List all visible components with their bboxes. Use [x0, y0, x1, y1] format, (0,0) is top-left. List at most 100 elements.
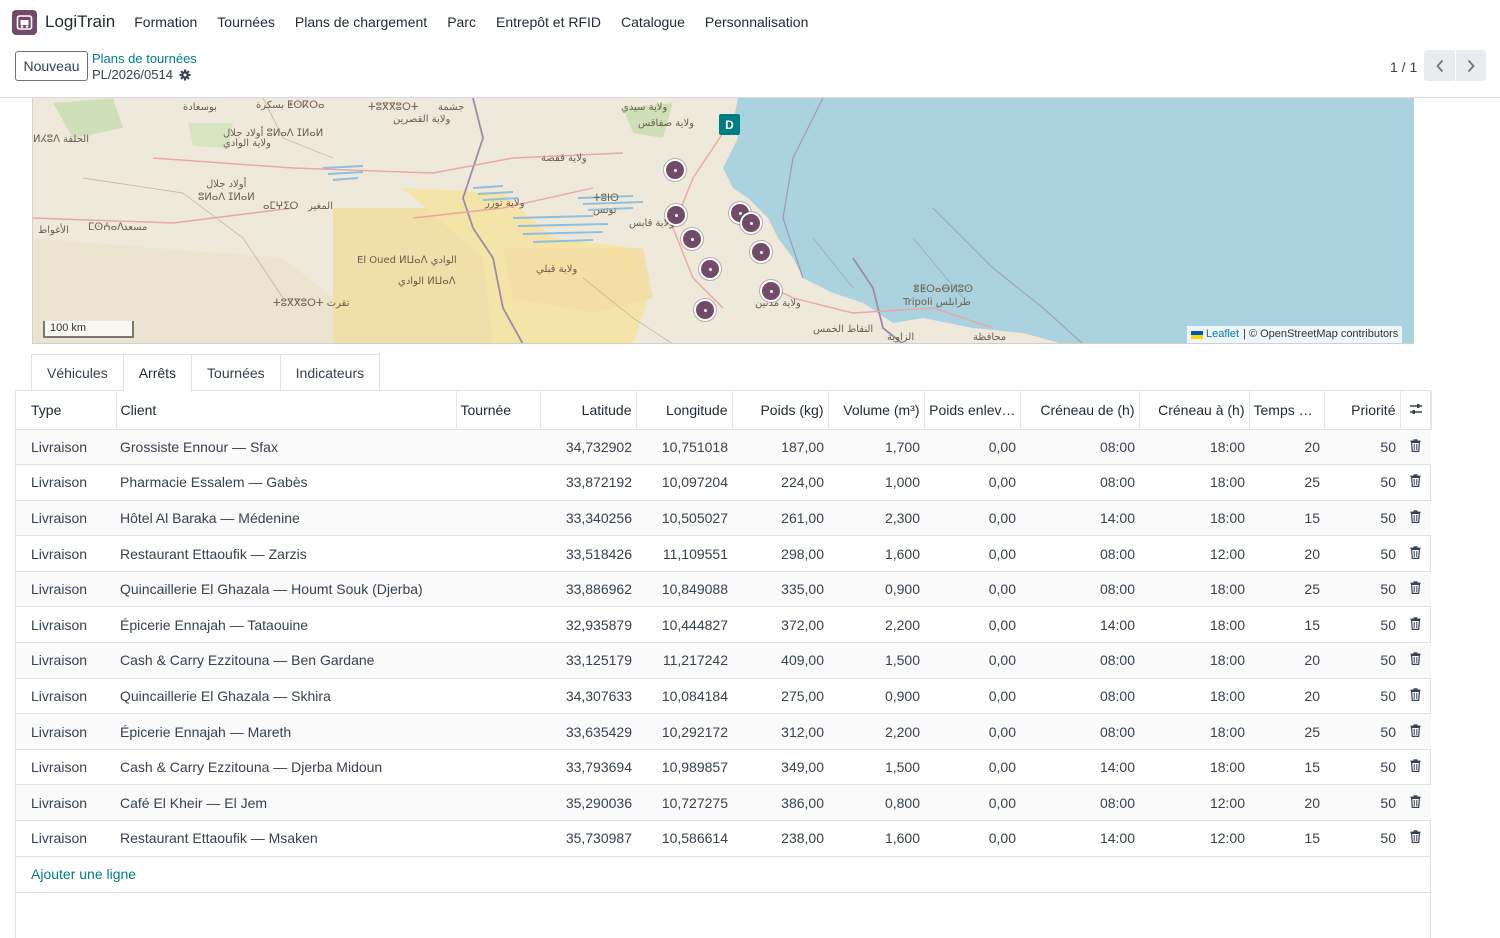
pager-next-button[interactable]: [1455, 50, 1486, 81]
cell-volume[interactable]: 1,500: [828, 642, 924, 679]
cell-client[interactable]: Café El Kheir — El Jem: [116, 784, 456, 822]
cell-longitude[interactable]: 10,989857: [636, 749, 732, 786]
cell-creneau-de[interactable]: 14:00: [1020, 500, 1139, 537]
column-header-poids-enleve[interactable]: Poids enlev…: [924, 391, 1021, 430]
cell-type[interactable]: Livraison: [16, 678, 116, 715]
cell-client[interactable]: Pharmacie Essalem — Gabès: [116, 464, 456, 501]
cell-volume[interactable]: 0,800: [828, 784, 924, 822]
cell-tournee[interactable]: [456, 642, 540, 679]
table-row[interactable]: Livraison Hôtel Al Baraka — Médenine 33,34…: [16, 500, 1431, 537]
cell-creneau-a[interactable]: 18:00: [1139, 464, 1249, 501]
cell-priorite[interactable]: 50: [1324, 820, 1400, 857]
stop-marker[interactable]: [681, 228, 703, 250]
cell-poids[interactable]: 349,00: [732, 749, 828, 786]
cell-volume[interactable]: 1,000: [828, 464, 924, 501]
cell-volume[interactable]: 0,900: [828, 571, 924, 608]
cell-volume[interactable]: 2,300: [828, 500, 924, 537]
cell-temps[interactable]: 15: [1249, 606, 1324, 644]
column-header-temps[interactable]: Temps d…: [1249, 391, 1325, 430]
cell-creneau-a[interactable]: 12:00: [1139, 535, 1249, 572]
cell-priorite[interactable]: 50: [1324, 749, 1400, 786]
cell-latitude[interactable]: 33,518426: [540, 535, 636, 572]
cell-poids-enleve[interactable]: 0,00: [924, 464, 1020, 501]
cell-creneau-de[interactable]: 08:00: [1020, 535, 1139, 572]
cell-temps[interactable]: 25: [1249, 713, 1324, 750]
nav-plans-de-chargement[interactable]: Plans de chargement: [294, 14, 428, 30]
cell-creneau-a[interactable]: 18:00: [1139, 606, 1249, 644]
route-map[interactable]: ولاية سيدي ولاية صفاقس بسكرة ⵟⵙⴽⵔⴰ ولاية…: [32, 98, 1414, 344]
cell-creneau-a[interactable]: 18:00: [1139, 713, 1249, 750]
cell-temps[interactable]: 15: [1249, 820, 1324, 857]
trash-icon[interactable]: [1400, 464, 1431, 501]
cell-longitude[interactable]: 10,849088: [636, 571, 732, 608]
truck-icon[interactable]: [12, 9, 37, 35]
cell-latitude[interactable]: 33,340256: [540, 500, 636, 537]
cell-type[interactable]: Livraison: [16, 606, 116, 644]
table-row[interactable]: Livraison Grossiste Ennour — Sfax 34,73290…: [16, 429, 1431, 466]
table-row[interactable]: Livraison Épicerie Ennajah — Mareth 33,635…: [16, 713, 1431, 750]
cell-latitude[interactable]: 33,125179: [540, 642, 636, 679]
cell-priorite[interactable]: 50: [1324, 642, 1400, 679]
cell-volume[interactable]: 2,200: [828, 606, 924, 644]
table-row[interactable]: Livraison Restaurant Ettaoufik — Zarzis 33…: [16, 535, 1431, 572]
cell-temps[interactable]: 25: [1249, 571, 1324, 608]
cell-poids[interactable]: 335,00: [732, 571, 828, 608]
cell-type[interactable]: Livraison: [16, 500, 116, 537]
trash-icon[interactable]: [1400, 820, 1431, 857]
cell-creneau-a[interactable]: 12:00: [1139, 784, 1249, 822]
cell-latitude[interactable]: 33,635429: [540, 713, 636, 750]
cell-poids[interactable]: 261,00: [732, 500, 828, 537]
cell-longitude[interactable]: 11,217242: [636, 642, 732, 679]
cell-tournee[interactable]: [456, 500, 540, 537]
cell-temps[interactable]: 20: [1249, 678, 1324, 715]
cell-temps[interactable]: 20: [1249, 429, 1324, 466]
cell-creneau-de[interactable]: 08:00: [1020, 678, 1139, 715]
cell-longitude[interactable]: 10,586614: [636, 820, 732, 857]
cell-poids-enleve[interactable]: 0,00: [924, 606, 1020, 644]
cell-temps[interactable]: 20: [1249, 642, 1324, 679]
stop-marker[interactable]: [699, 258, 721, 280]
new-button[interactable]: Nouveau: [15, 51, 88, 81]
trash-icon[interactable]: [1400, 713, 1431, 750]
cell-type[interactable]: Livraison: [16, 749, 116, 786]
cell-tournee[interactable]: [456, 713, 540, 750]
cell-tournee[interactable]: [456, 571, 540, 608]
cell-client[interactable]: Restaurant Ettaoufik — Zarzis: [116, 535, 456, 572]
add-line-link[interactable]: Ajouter une ligne: [16, 857, 1430, 893]
nav-formation[interactable]: Formation: [134, 14, 198, 30]
cell-poids-enleve[interactable]: 0,00: [924, 713, 1020, 750]
cell-longitude[interactable]: 10,751018: [636, 429, 732, 466]
cell-tournee[interactable]: [456, 606, 540, 644]
nav-tournees[interactable]: Tournées: [217, 14, 275, 30]
cell-poids[interactable]: 298,00: [732, 535, 828, 572]
cell-tournee[interactable]: [456, 749, 540, 786]
cell-priorite[interactable]: 50: [1324, 678, 1400, 715]
cell-type[interactable]: Livraison: [16, 642, 116, 679]
cell-longitude[interactable]: 10,097204: [636, 464, 732, 501]
table-row[interactable]: Livraison Restaurant Ettaoufik — Msaken 35…: [16, 820, 1431, 857]
cell-poids-enleve[interactable]: 0,00: [924, 535, 1020, 572]
cell-creneau-de[interactable]: 08:00: [1020, 429, 1139, 466]
cell-volume[interactable]: 1,600: [828, 535, 924, 572]
cell-longitude[interactable]: 10,727275: [636, 784, 732, 822]
cell-longitude[interactable]: 10,505027: [636, 500, 732, 537]
cell-type[interactable]: Livraison: [16, 820, 116, 857]
table-row[interactable]: Livraison Quincaillerie El Ghazala — Skhi…: [16, 678, 1431, 715]
cell-longitude[interactable]: 10,292172: [636, 713, 732, 750]
leaflet-link[interactable]: Leaflet: [1206, 328, 1240, 340]
cell-priorite[interactable]: 50: [1324, 429, 1400, 466]
trash-icon[interactable]: [1400, 642, 1431, 679]
trash-icon[interactable]: [1400, 749, 1431, 786]
cell-temps[interactable]: 15: [1249, 749, 1324, 786]
table-row[interactable]: Livraison Cash & Carry Ezzitouna — Ben Ga…: [16, 642, 1431, 679]
trash-icon[interactable]: [1400, 606, 1431, 644]
cell-client[interactable]: Grossiste Ennour — Sfax: [116, 429, 456, 466]
trash-icon[interactable]: [1400, 784, 1431, 822]
cell-creneau-de[interactable]: 08:00: [1020, 571, 1139, 608]
cell-creneau-de[interactable]: 08:00: [1020, 784, 1139, 822]
cell-creneau-a[interactable]: 18:00: [1139, 429, 1249, 466]
cell-client[interactable]: Restaurant Ettaoufik — Msaken: [116, 820, 456, 857]
cell-poids-enleve[interactable]: 0,00: [924, 429, 1020, 466]
cell-client[interactable]: Hôtel Al Baraka — Médenine: [116, 500, 456, 537]
cell-poids-enleve[interactable]: 0,00: [924, 820, 1020, 857]
